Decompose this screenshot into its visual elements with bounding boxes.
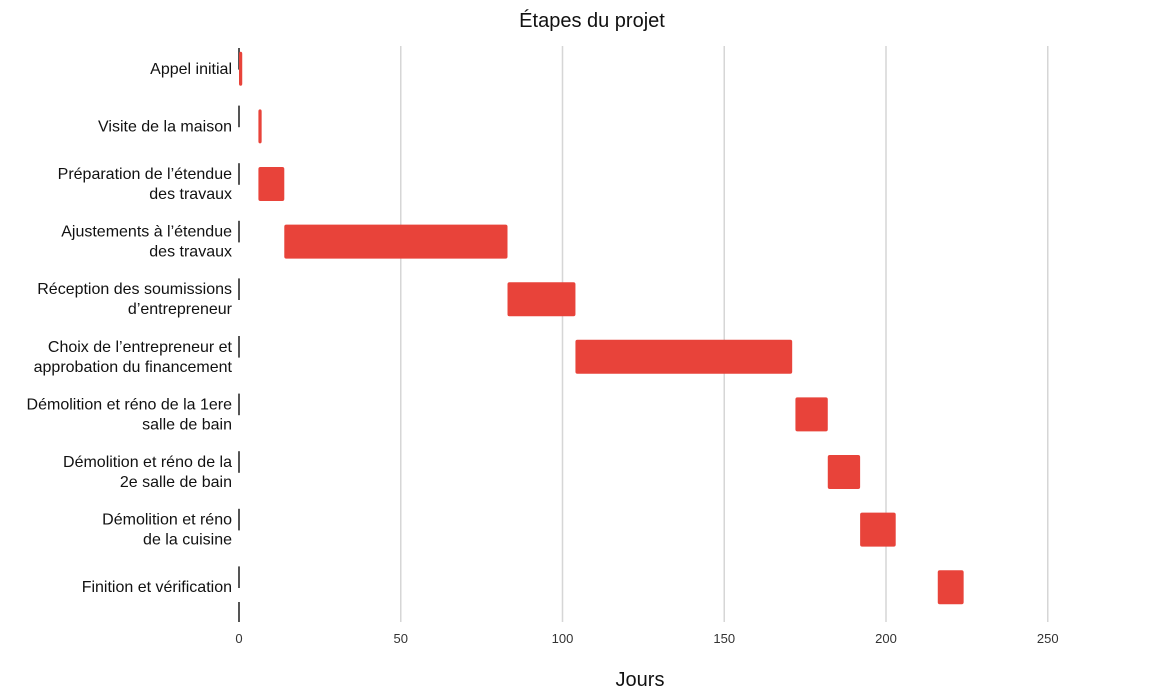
x-tick-label: 50: [394, 631, 408, 646]
task-bar: [258, 109, 262, 144]
task-bar: [860, 512, 896, 547]
task-label-line: salle de bain: [142, 416, 232, 433]
x-tick-labels: 0 50 100 150 200 250: [235, 631, 1058, 646]
task-label-line: approbation du financement: [34, 359, 233, 376]
task-label: Ajustements à l’étendue des travaux: [61, 224, 232, 261]
task-bar: [239, 51, 243, 86]
category-labels: Appel initial Visite de la maison Préparat…: [27, 61, 233, 596]
task-label-line: des travaux: [149, 186, 232, 203]
task-label-line: d’entrepreneur: [128, 301, 233, 318]
task-bar: [507, 282, 576, 317]
task-label: Démolition et réno de la cuisine: [102, 512, 232, 549]
x-tick-label: 200: [875, 631, 897, 646]
task-label-line: Visite de la maison: [98, 118, 232, 135]
grid-lines: [400, 46, 1049, 622]
task-label: Choix de l’entrepreneur et approbation du…: [34, 339, 233, 376]
task-label-line: 2e salle de bain: [120, 474, 232, 491]
task-label-line: Démolition et réno de la 1ere: [27, 396, 233, 413]
task-label: Appel initial: [150, 61, 232, 78]
task-label-line: Appel initial: [150, 61, 232, 78]
task-label: Démolition et réno de la 1ere salle de ba…: [27, 396, 233, 433]
bars: [239, 51, 964, 605]
task-label-line: Réception des soumissions: [37, 281, 232, 298]
chart-title: Étapes du projet: [519, 9, 665, 32]
task-label: Finition et vérification: [82, 579, 232, 596]
task-bar: [795, 397, 828, 432]
x-tick-label: 150: [713, 631, 735, 646]
task-label: Démolition et réno de la 2e salle de bain: [63, 454, 232, 491]
task-label: Visite de la maison: [98, 118, 232, 135]
task-label-line: de la cuisine: [143, 532, 232, 549]
task-label-line: Choix de l’entrepreneur et: [48, 339, 233, 356]
task-label-line: Finition et vérification: [82, 579, 232, 596]
task-label-line: Ajustements à l’étendue: [61, 224, 232, 241]
x-tick-label: 0: [235, 631, 242, 646]
task-bar: [827, 455, 861, 489]
task-label-line: Préparation de l’étendue: [58, 166, 232, 183]
task-bar: [937, 570, 964, 605]
task-label: Préparation de l’étendue des travaux: [58, 166, 232, 203]
x-axis-title: Jours: [616, 669, 665, 691]
task-bar: [284, 224, 508, 259]
task-label-line: Démolition et réno: [102, 512, 232, 529]
x-tick-label: 250: [1037, 631, 1059, 646]
task-bar: [258, 167, 285, 201]
task-label: Réception des soumissions d’entrepreneur: [37, 281, 232, 318]
task-label-line: Démolition et réno de la: [63, 454, 232, 471]
x-tick-label: 100: [552, 631, 574, 646]
task-bar: [575, 339, 793, 374]
task-label-line: des travaux: [149, 244, 232, 261]
